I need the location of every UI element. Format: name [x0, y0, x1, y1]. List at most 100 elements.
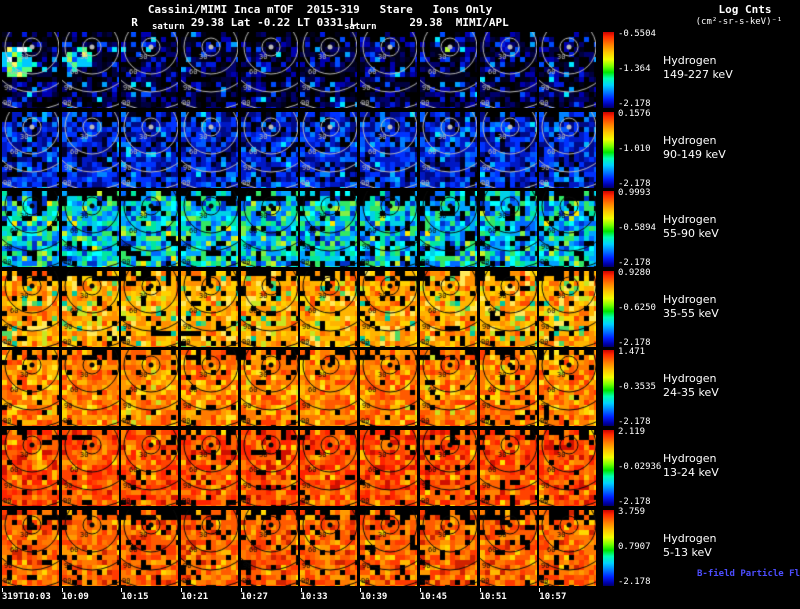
- heatmap-panel: [360, 270, 418, 347]
- heatmap-panel: [121, 429, 179, 506]
- heatmap-panel: [121, 350, 179, 427]
- energy-band-label: 5-13 keV: [663, 545, 712, 559]
- panel-strip: [2, 429, 597, 506]
- heatmap-panel: [360, 350, 418, 427]
- saturn-marker-label: saturn: [344, 22, 377, 32]
- heatmap-panel: [479, 111, 537, 188]
- heatmap-panel: [479, 270, 537, 347]
- species-name: Hydrogen: [663, 451, 717, 465]
- colorbar: [603, 32, 614, 108]
- heatmap-panel: [419, 32, 477, 108]
- colorbar: [603, 509, 614, 586]
- panel-strip: [2, 270, 597, 347]
- colorbar-legend-title: Log Cnts: [718, 3, 772, 16]
- heatmap-panel: [479, 429, 537, 506]
- species-name: Hydrogen: [663, 531, 717, 545]
- heatmap-panel: [479, 191, 537, 268]
- heatmap-panel: [539, 191, 597, 268]
- heatmap-panel: [181, 429, 239, 506]
- energy-band-label: 55-90 keV: [663, 227, 719, 241]
- species-name: Hydrogen: [663, 133, 717, 147]
- heatmap-panel: [419, 350, 477, 427]
- panel-strip: [2, 191, 597, 268]
- heatmap-panel: [240, 350, 298, 427]
- colorbar: [603, 270, 614, 347]
- heatmap-panel: [479, 32, 537, 108]
- colorbar-mid-label: -1.364: [618, 64, 651, 74]
- heatmap-panel: [121, 32, 179, 108]
- species-name: Hydrogen: [663, 54, 717, 67]
- heatmap-panel: [300, 191, 358, 268]
- heatmap-panel: [539, 509, 597, 586]
- row-species-label: Hydrogen 90-149 keV: [663, 134, 726, 162]
- heatmap-panel: [419, 111, 477, 188]
- heatmap-panel: [300, 32, 358, 108]
- heatmap-panel: [61, 111, 119, 188]
- heatmap-panel: [121, 111, 179, 188]
- row-species-label: Hydrogen 149-227 keV: [663, 54, 733, 82]
- colorbar-max-label: -0.5504: [618, 29, 656, 39]
- colorbar-mid-label: -0.3535: [618, 382, 656, 393]
- time-label: 10:21: [181, 592, 209, 602]
- colorbar-min-label: -2.178: [618, 576, 651, 587]
- energy-band-row: 1.471 -0.3535 -2.178 Hydrogen 24-35 keV: [2, 347, 798, 427]
- heatmap-panel: [479, 350, 537, 427]
- heatmap-panel: [539, 429, 597, 506]
- heatmap-panel: [240, 111, 298, 188]
- colorbar-min-label: -2.178: [618, 496, 651, 507]
- row-species-label: Hydrogen 5-13 keV: [663, 532, 717, 560]
- panel-strip: [2, 32, 597, 108]
- time-label: 10:15: [121, 592, 149, 602]
- heatmap-panel: [300, 350, 358, 427]
- colorbar: [603, 350, 614, 427]
- panel-strip: [2, 111, 597, 188]
- heatmap-panel: [2, 509, 59, 586]
- heatmap-panel: [121, 270, 179, 347]
- heatmap-panel: [61, 32, 119, 108]
- energy-band-label: 35-55 keV: [663, 306, 719, 320]
- heatmap-panel: [539, 350, 597, 427]
- colorbar-max-label: 0.9280: [618, 267, 651, 278]
- species-name: Hydrogen: [663, 213, 717, 227]
- colorbar: [603, 111, 614, 188]
- heatmap-panel: [419, 191, 477, 268]
- heatmap-panel: [121, 509, 179, 586]
- energy-band-row: 2.119 -0.02936 -2.178 Hydrogen 13-24 keV: [2, 426, 798, 507]
- colorbar-min-label: -2.178: [618, 178, 651, 189]
- heatmap-panel: [2, 350, 59, 427]
- row-species-label: Hydrogen 35-55 keV: [663, 293, 719, 321]
- heatmap-panel: [181, 350, 239, 427]
- heatmap-panel: [61, 191, 119, 268]
- heatmap-panel: [300, 270, 358, 347]
- energy-band-row: 0.9280 -0.6250 -2.178 Hydrogen 35-55 keV: [2, 267, 798, 348]
- energy-band-label: 13-24 keV: [663, 465, 719, 479]
- colorbar-max-label: 0.1576: [618, 108, 651, 119]
- row-species-label: Hydrogen 55-90 keV: [663, 213, 719, 241]
- colorbar-max-label: 2.119: [618, 426, 646, 437]
- heatmap-panel: [479, 509, 537, 586]
- colorbar-mid-label: -1.010: [618, 143, 651, 154]
- energy-band-row: 0.1576 -1.010 -2.178 Hydrogen 90-149 keV: [2, 108, 798, 189]
- heatmap-panel: [181, 509, 239, 586]
- panel-strip: [2, 509, 597, 586]
- heatmap-panel: [539, 32, 597, 108]
- time-label: 10:57: [539, 592, 567, 602]
- species-name: Hydrogen: [663, 292, 717, 306]
- colorbar: [603, 429, 614, 506]
- heatmap-panel: [360, 429, 418, 506]
- heatmap-panel: [61, 270, 119, 347]
- heatmap-panel: [2, 191, 59, 268]
- heatmap-panel: [300, 111, 358, 188]
- time-label: 10:27: [240, 592, 268, 602]
- plot-subtitle: R 29.38 Lat -0.22 LT 0331 L 29.38 MIMI/A…: [131, 16, 509, 29]
- heatmap-panel: [539, 270, 597, 347]
- heatmap-panel: [2, 111, 59, 188]
- colorbar: [603, 191, 614, 268]
- heatmap-panel: [240, 270, 298, 347]
- heatmap-panel: [419, 429, 477, 506]
- heatmap-panel: [240, 509, 298, 586]
- heatmap-panel: [360, 509, 418, 586]
- colorbar-legend-units: (cm²-sr-s-keV)⁻¹: [695, 17, 783, 27]
- heatmap-panel: [539, 111, 597, 188]
- time-label: 10:09: [61, 592, 89, 602]
